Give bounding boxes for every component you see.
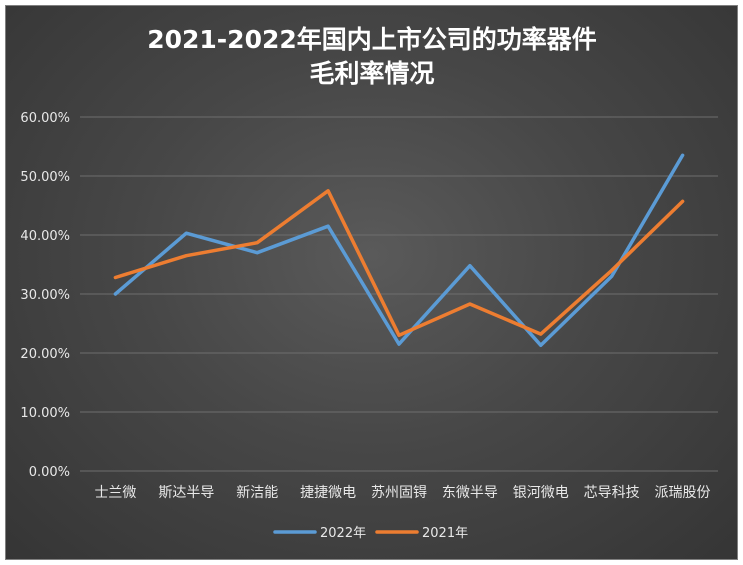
series-line-1	[113, 153, 685, 348]
x-category-label: 新洁能	[236, 485, 278, 501]
chart-title-line: 2021-2022年国内上市公司的功率器件	[147, 25, 597, 54]
y-tick-label: 10.00%	[20, 406, 70, 421]
y-tick-label: 60.00%	[20, 111, 70, 126]
x-category-label: 芯导科技	[584, 485, 640, 501]
x-category-label: 苏州固锝	[371, 484, 427, 501]
y-tick-label: 40.00%	[20, 229, 70, 244]
series-lines	[113, 153, 685, 348]
y-tick-label: 20.00%	[20, 347, 70, 362]
legend-label: 2022年	[320, 526, 366, 541]
gridlines	[80, 116, 718, 472]
y-axis-ticks: 0.00% 10.00% 20.00% 30.00% 40.00% 50.00% 60.00…	[20, 111, 70, 480]
y-tick-label: 0.00%	[29, 465, 70, 480]
x-category-label: 士兰微	[94, 485, 136, 501]
x-category-label: 东微半导	[442, 485, 498, 501]
legend-label: 2021年	[422, 526, 468, 541]
legend: 2022年 2021年	[273, 526, 468, 541]
x-category-label: 斯达半导	[158, 485, 214, 501]
x-axis-categories: 士兰微 斯达半导 新洁能 捷捷微电 苏州固锝 东微半导 银河微电 芯导科技 派瑞股份	[94, 484, 710, 501]
x-category-label: 捷捷微电	[300, 485, 356, 501]
x-category-label: 派瑞股份	[655, 485, 711, 501]
series-line-2	[113, 189, 685, 338]
chart-title-line: 毛利率情况	[309, 59, 434, 88]
x-category-label: 银河微电	[513, 485, 569, 501]
y-tick-label: 50.00%	[20, 170, 70, 185]
y-tick-label: 30.00%	[20, 288, 70, 303]
